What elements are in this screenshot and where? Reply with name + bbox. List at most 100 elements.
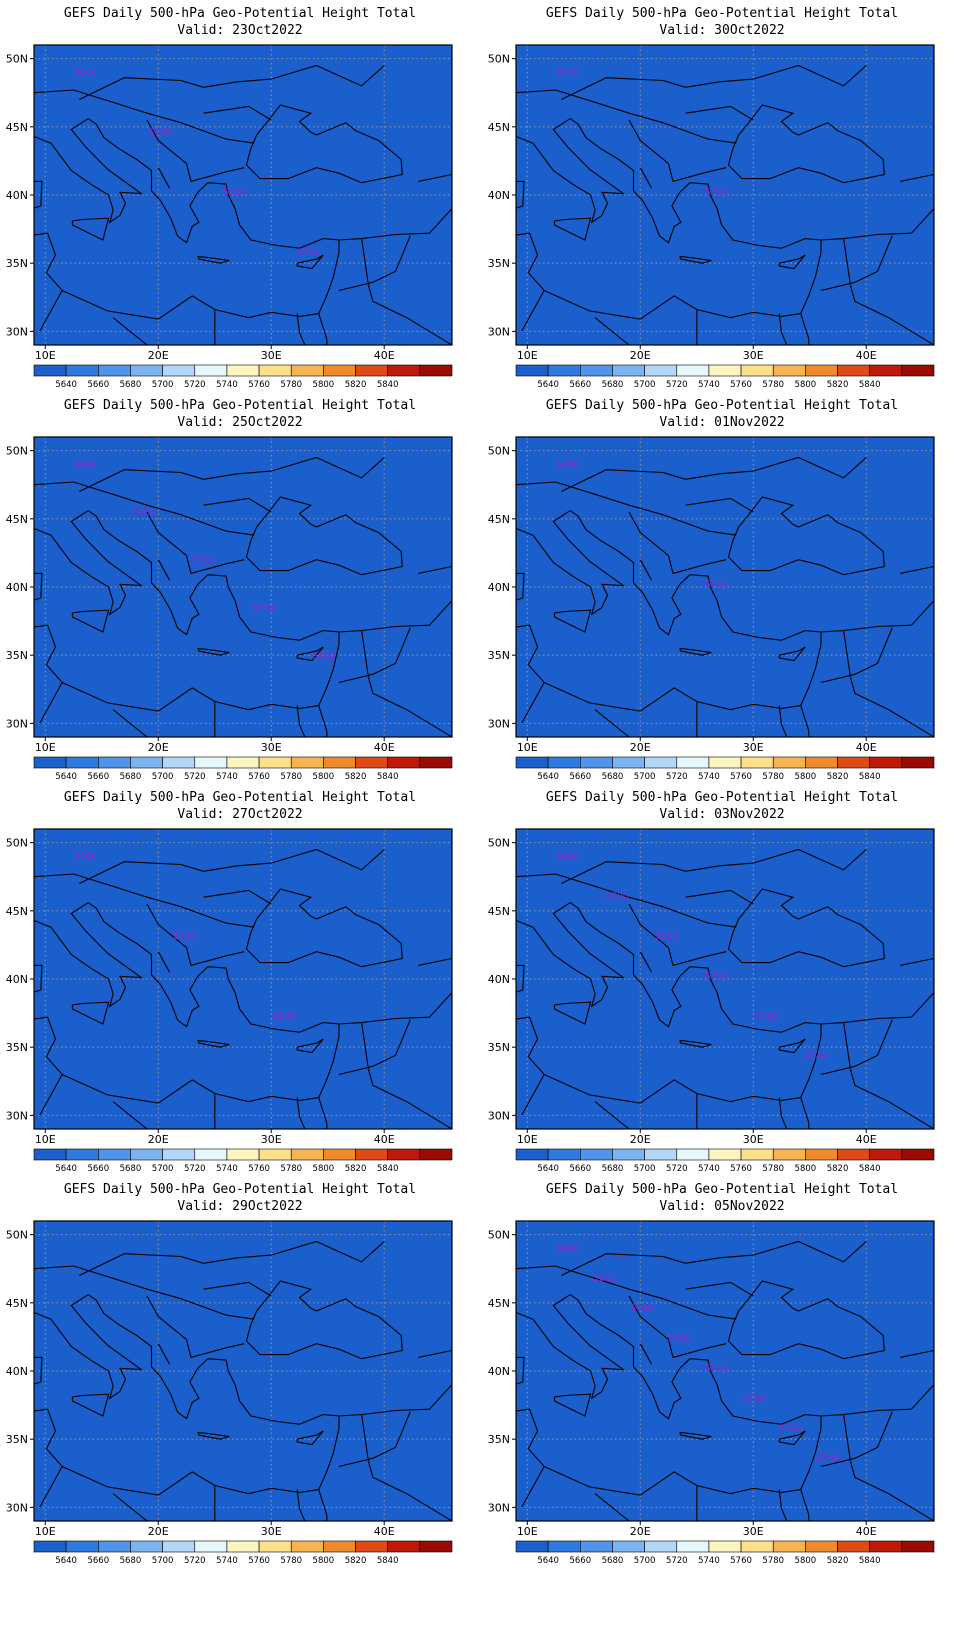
colorbar-swatch	[740, 364, 774, 377]
colorbar-swatch	[33, 756, 67, 769]
colorbar-swatch	[355, 364, 388, 377]
lon-tick-label: 40E	[856, 741, 877, 754]
colorbar-swatch	[258, 1540, 292, 1553]
colorbar-label: 5700	[152, 772, 174, 782]
colorbar-swatch	[98, 364, 131, 377]
colorbar-swatch	[772, 756, 806, 769]
colorbar-label: 5820	[827, 1164, 849, 1174]
lon-tick-label: 40E	[374, 349, 395, 362]
lat-tick-label: 50N	[6, 1229, 28, 1242]
colorbar-label: 5800	[795, 380, 817, 390]
colorbar-label: 5800	[313, 772, 335, 782]
contour-label: 5740	[556, 68, 579, 78]
contour-label: 5740	[817, 1454, 840, 1464]
lon-tick-label: 30E	[743, 1525, 764, 1538]
colorbar-swatch	[258, 756, 292, 769]
lat-tick-label: 35N	[488, 649, 510, 662]
colorbar-label: 5660	[87, 380, 109, 390]
lat-tick-label: 35N	[6, 649, 28, 662]
lon-tick-label: 40E	[374, 1525, 395, 1538]
lon-tick-label: 20E	[148, 741, 169, 754]
colorbar-swatch	[130, 1148, 163, 1161]
panel-title: GEFS Daily 500-hPa Geo-Potential Height …	[482, 5, 962, 22]
lat-tick-label: 35N	[6, 1041, 28, 1054]
lat-tick-label: 45N	[488, 1297, 510, 1310]
colorbar-swatch	[162, 1540, 196, 1553]
lat-tick-label: 30N	[6, 1109, 28, 1122]
contour-label: 5700	[298, 248, 321, 258]
lat-tick-label: 50N	[488, 445, 510, 458]
lon-tick-label: 40E	[856, 1133, 877, 1146]
colorbar-swatch	[580, 364, 613, 377]
colorbar-label: 5820	[827, 380, 849, 390]
panel-title: GEFS Daily 500-hPa Geo-Potential Height …	[0, 789, 480, 806]
lat-tick-label: 50N	[488, 53, 510, 66]
lon-tick-label: 10E	[35, 1133, 56, 1146]
lat-tick-label: 35N	[488, 257, 510, 270]
colorbar-swatch	[869, 756, 903, 769]
colorbar-label: 5640	[55, 1556, 77, 1566]
lat-tick-label: 30N	[488, 1109, 510, 1122]
panel-title: GEFS Daily 500-hPa Geo-Potential Height …	[0, 5, 480, 22]
colorbar-swatch	[162, 756, 196, 769]
colorbar-swatch	[33, 1540, 67, 1553]
colorbar-label: 5760	[730, 772, 752, 782]
lon-tick-label: 20E	[630, 1525, 651, 1538]
lat-tick-label: 50N	[488, 1229, 510, 1242]
colorbar-swatch	[419, 756, 453, 769]
colorbar-swatch	[901, 756, 935, 769]
colorbar-swatch	[515, 1148, 549, 1161]
colorbar-label: 5680	[120, 1164, 142, 1174]
colorbar-label: 5740	[216, 1556, 238, 1566]
colorbar-swatch	[130, 1540, 163, 1553]
colorbar-swatch	[708, 1540, 742, 1553]
colorbar-label: 5700	[152, 380, 174, 390]
colorbar-swatch	[194, 1148, 228, 1161]
colorbar-label: 5680	[602, 772, 624, 782]
lon-tick-label: 30E	[743, 1133, 764, 1146]
colorbar-label: 5760	[248, 772, 270, 782]
colorbar-label: 5720	[184, 772, 206, 782]
lat-tick-label: 30N	[488, 325, 510, 338]
colorbar-label: 5840	[377, 1164, 399, 1174]
colorbar-swatch	[65, 1148, 99, 1161]
colorbar-label: 5800	[313, 1556, 335, 1566]
lat-tick-label: 45N	[488, 905, 510, 918]
colorbar-swatch	[65, 1540, 99, 1553]
colorbar-label: 5680	[120, 1556, 142, 1566]
colorbar-swatch	[226, 364, 260, 377]
contour-label: 5700	[705, 972, 728, 982]
lat-tick-label: 45N	[6, 1297, 28, 1310]
contour-label: 5740	[253, 604, 276, 614]
colorbar-swatch	[33, 1148, 67, 1161]
coastlines-borders	[34, 64, 452, 345]
lat-tick-label: 45N	[6, 513, 28, 526]
colorbar-label: 5740	[216, 772, 238, 782]
lat-tick-label: 30N	[6, 1501, 28, 1514]
lon-tick-label: 40E	[374, 1133, 395, 1146]
colorbar-label: 5760	[248, 380, 270, 390]
contour-label: 5700	[705, 1364, 728, 1374]
contour-label: 5720	[705, 188, 728, 198]
colorbar-label: 5840	[859, 1556, 881, 1566]
colorbar-swatch	[194, 364, 228, 377]
contour-label: 5640	[74, 68, 97, 78]
height-map: 5660 5680 5680 5700 5700 5720 5720 5740 50N 45N 40…	[488, 1220, 935, 1566]
height-map: 5760 5780 5800 50N 45N 40N 35N 30N 10E 20E 30E 40E 5…	[6, 828, 453, 1174]
colorbar-label: 5720	[184, 380, 206, 390]
forecast-panel: GEFS Daily 500-hPa Geo-Potential Height …	[0, 0, 480, 410]
lat-tick-label: 40N	[488, 189, 510, 202]
colorbar-swatch	[708, 756, 742, 769]
height-shading	[516, 829, 934, 1129]
lon-tick-label: 40E	[856, 1525, 877, 1538]
height-shading	[34, 829, 452, 1129]
colorbar-swatch	[290, 756, 324, 769]
colorbar-swatch	[772, 1148, 806, 1161]
lon-tick-label: 20E	[148, 1133, 169, 1146]
colorbar-label: 5780	[762, 1556, 784, 1566]
lat-tick-label: 35N	[6, 257, 28, 270]
colorbar-swatch	[515, 756, 549, 769]
colorbar-label: 5740	[698, 380, 720, 390]
colorbar-label: 5720	[666, 1164, 688, 1174]
colorbar-swatch	[323, 1148, 356, 1161]
